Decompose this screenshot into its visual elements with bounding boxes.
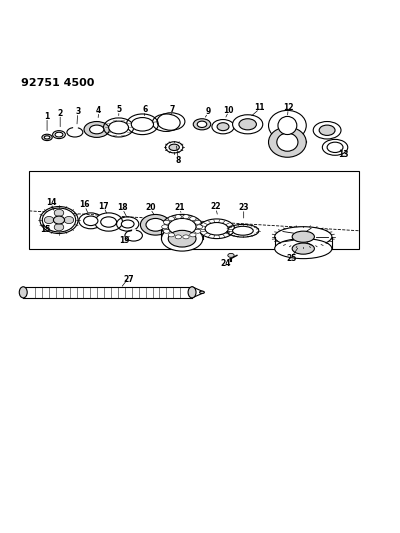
- Ellipse shape: [168, 233, 174, 237]
- Text: 5: 5: [116, 105, 122, 114]
- Ellipse shape: [44, 216, 54, 224]
- Ellipse shape: [19, 287, 27, 298]
- Text: 24: 24: [220, 259, 231, 268]
- Text: 16: 16: [80, 200, 90, 209]
- Ellipse shape: [278, 116, 297, 134]
- Text: 12: 12: [283, 103, 294, 112]
- Ellipse shape: [54, 216, 64, 224]
- Text: 11: 11: [254, 103, 265, 112]
- Ellipse shape: [54, 209, 64, 216]
- Ellipse shape: [146, 219, 165, 231]
- Ellipse shape: [319, 125, 335, 135]
- Text: 8: 8: [176, 156, 181, 165]
- Ellipse shape: [44, 136, 50, 139]
- Ellipse shape: [190, 217, 196, 221]
- Text: 4: 4: [96, 106, 101, 115]
- Ellipse shape: [217, 123, 229, 131]
- Text: 17: 17: [98, 201, 109, 211]
- Text: 2: 2: [58, 109, 63, 118]
- Ellipse shape: [131, 118, 154, 131]
- Ellipse shape: [84, 122, 110, 138]
- Ellipse shape: [162, 227, 203, 251]
- Text: 92751 4500: 92751 4500: [21, 78, 95, 88]
- Ellipse shape: [212, 119, 234, 134]
- Ellipse shape: [121, 220, 134, 228]
- Ellipse shape: [275, 239, 332, 259]
- Text: 22: 22: [211, 203, 221, 212]
- Ellipse shape: [175, 215, 182, 219]
- Ellipse shape: [163, 229, 170, 233]
- Ellipse shape: [183, 215, 189, 219]
- Ellipse shape: [42, 134, 52, 141]
- Text: 9: 9: [205, 107, 210, 116]
- Ellipse shape: [268, 127, 306, 157]
- Ellipse shape: [268, 110, 306, 141]
- Text: 18: 18: [117, 203, 128, 212]
- Text: 7: 7: [170, 105, 175, 114]
- Ellipse shape: [313, 122, 341, 139]
- Ellipse shape: [90, 125, 104, 134]
- Ellipse shape: [64, 216, 74, 224]
- Text: 19: 19: [119, 236, 130, 245]
- Ellipse shape: [205, 222, 228, 235]
- Ellipse shape: [292, 243, 314, 254]
- Ellipse shape: [168, 217, 174, 221]
- Ellipse shape: [232, 227, 253, 235]
- Text: 21: 21: [174, 203, 184, 212]
- Ellipse shape: [277, 133, 298, 151]
- Text: 15: 15: [40, 225, 50, 234]
- Ellipse shape: [166, 142, 183, 153]
- Text: 20: 20: [145, 203, 156, 212]
- Ellipse shape: [196, 225, 202, 229]
- Ellipse shape: [194, 229, 201, 233]
- Text: 10: 10: [223, 106, 234, 115]
- Ellipse shape: [162, 214, 203, 239]
- Ellipse shape: [292, 231, 314, 243]
- Text: 3: 3: [75, 107, 80, 116]
- Ellipse shape: [200, 291, 204, 294]
- Ellipse shape: [327, 142, 343, 152]
- Ellipse shape: [169, 144, 179, 150]
- Text: 6: 6: [142, 105, 148, 114]
- Ellipse shape: [183, 235, 189, 239]
- Ellipse shape: [228, 253, 234, 257]
- Ellipse shape: [168, 230, 196, 247]
- Ellipse shape: [190, 233, 196, 237]
- Ellipse shape: [54, 224, 64, 231]
- Text: 27: 27: [123, 274, 134, 284]
- Ellipse shape: [275, 227, 332, 247]
- Ellipse shape: [193, 119, 211, 130]
- Ellipse shape: [109, 121, 128, 134]
- Ellipse shape: [168, 219, 196, 235]
- Text: 25: 25: [286, 254, 296, 263]
- Text: 1: 1: [44, 112, 50, 121]
- Ellipse shape: [163, 220, 170, 224]
- Ellipse shape: [84, 216, 98, 225]
- Ellipse shape: [140, 214, 171, 235]
- Text: 14: 14: [46, 198, 56, 207]
- Ellipse shape: [232, 115, 263, 134]
- Ellipse shape: [55, 132, 63, 137]
- Ellipse shape: [162, 225, 168, 229]
- Ellipse shape: [199, 219, 234, 239]
- Ellipse shape: [42, 208, 76, 232]
- Text: 23: 23: [238, 203, 249, 212]
- Ellipse shape: [95, 213, 122, 231]
- Ellipse shape: [188, 287, 196, 298]
- Ellipse shape: [194, 220, 201, 224]
- Text: 13: 13: [338, 150, 349, 159]
- Ellipse shape: [175, 235, 182, 239]
- Ellipse shape: [239, 119, 256, 130]
- Ellipse shape: [197, 121, 207, 127]
